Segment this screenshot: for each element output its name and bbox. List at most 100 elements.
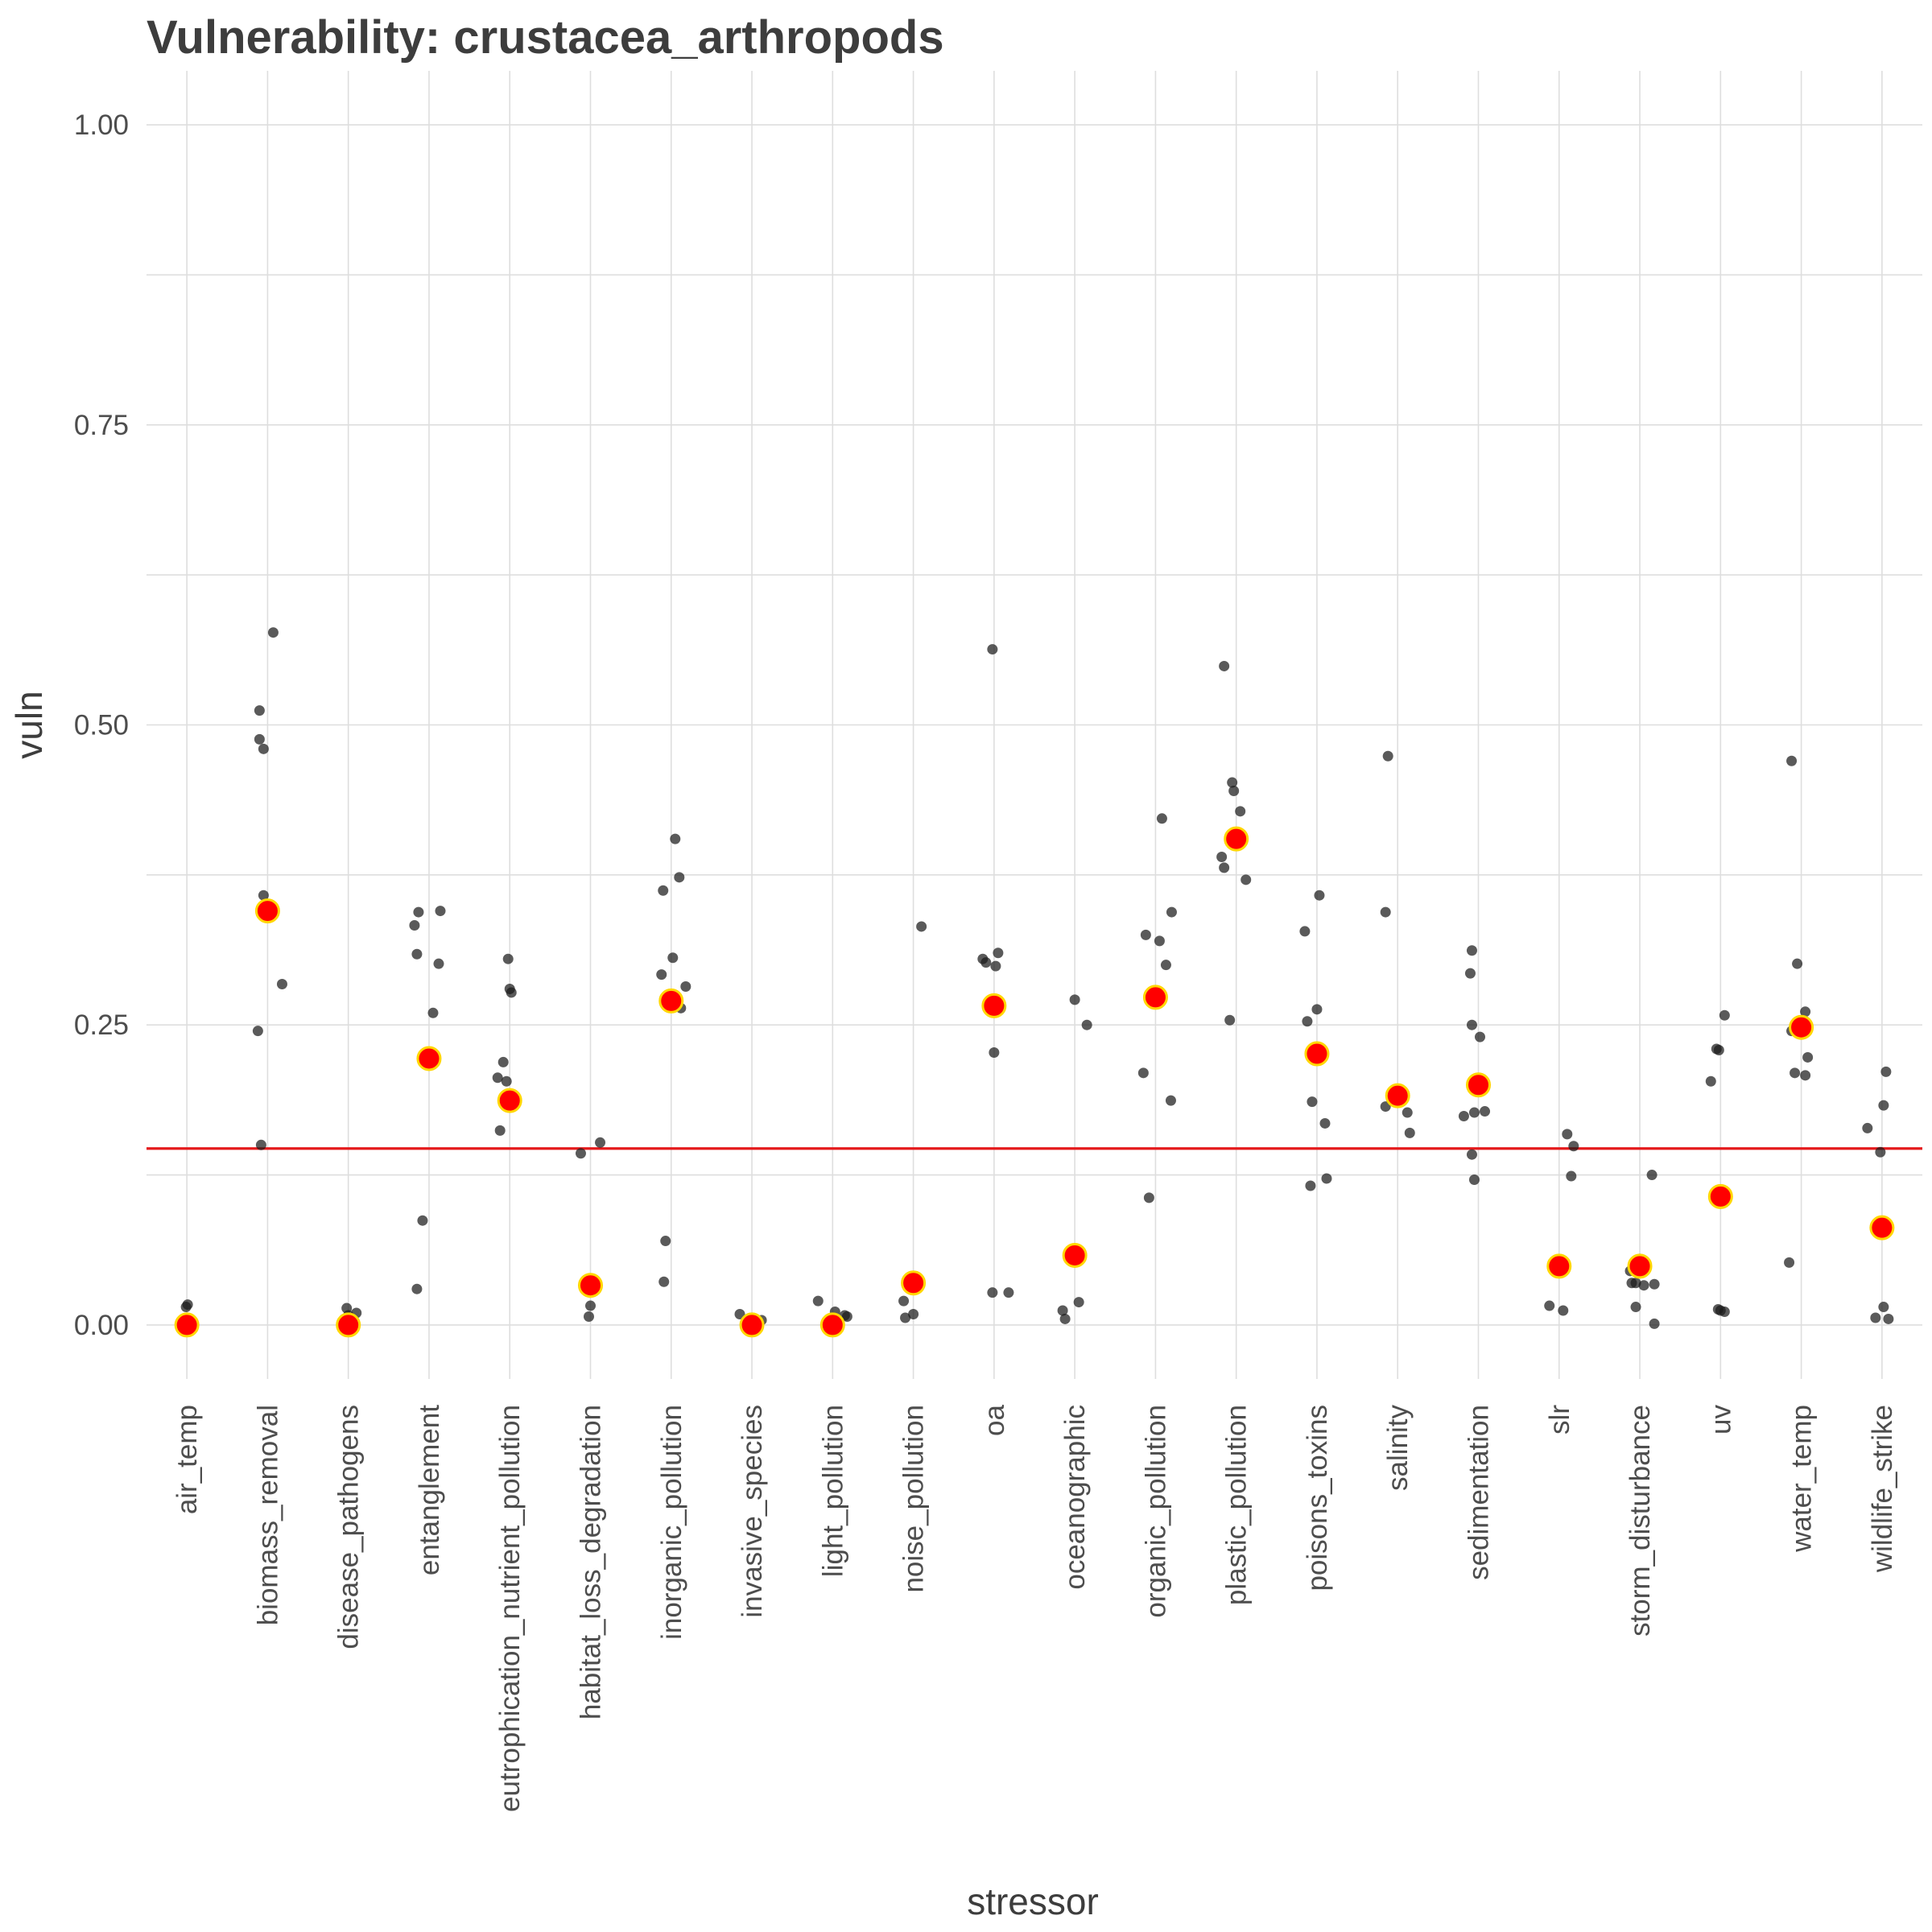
data-point [1382, 750, 1393, 762]
data-point [1468, 1107, 1480, 1118]
mean-point [497, 1088, 522, 1113]
mean-point [1385, 1083, 1410, 1108]
mean-point [416, 1046, 442, 1071]
data-point [1160, 960, 1171, 971]
points-layer [180, 627, 1894, 1331]
data-point [252, 1026, 263, 1037]
data-point [1870, 1312, 1881, 1323]
data-point [1307, 1096, 1318, 1108]
data-point [1880, 1066, 1892, 1077]
data-point [435, 906, 446, 917]
data-point [1800, 1006, 1811, 1018]
data-point [575, 1148, 586, 1159]
mean-point [739, 1312, 765, 1338]
data-point [1883, 1313, 1894, 1324]
data-point [1137, 1067, 1149, 1079]
data-point [1566, 1170, 1577, 1182]
x-tick-label: uv [1705, 1405, 1736, 1435]
data-point [1140, 929, 1151, 940]
x-axis-title: stressor [967, 1880, 1099, 1922]
x-tick-label: inorganic_pollution [656, 1405, 687, 1640]
mean-point [981, 993, 1007, 1018]
data-point [1792, 958, 1803, 969]
data-point [980, 957, 992, 968]
data-point [1165, 1095, 1176, 1106]
data-point [1480, 1106, 1491, 1117]
data-point [1305, 1180, 1316, 1191]
x-tick-label: sedimentation [1463, 1405, 1495, 1580]
mean-point [1546, 1253, 1572, 1279]
mean-point [336, 1312, 361, 1338]
data-point [898, 1295, 910, 1307]
data-point [1059, 1313, 1071, 1324]
data-point [660, 1236, 671, 1247]
data-point [1786, 755, 1798, 766]
data-point [583, 1311, 594, 1322]
data-point [1241, 874, 1252, 886]
data-point [987, 644, 998, 655]
data-point [1458, 1111, 1469, 1122]
data-point [1143, 1192, 1154, 1203]
mean-point [254, 898, 280, 924]
mean-point [174, 1312, 200, 1338]
means-layer [174, 826, 1895, 1338]
data-point [1802, 1051, 1814, 1063]
y-axis-ticks: 0.00 0.25 0.50 0.75 1.00 [74, 109, 129, 1341]
data-point [1558, 1305, 1569, 1316]
mean-point [1869, 1215, 1895, 1241]
x-tick-label: water_temp [1786, 1405, 1818, 1553]
data-point [1299, 926, 1311, 937]
x-axis-ticks: air_temp biomass_removal disease_pathogens… [171, 1404, 1898, 1811]
data-point [1219, 660, 1230, 671]
data-point [411, 948, 423, 960]
data-point [1784, 1257, 1795, 1268]
y-axis-title: vuln [8, 691, 50, 758]
x-tick-label: habitat_loss_degradation [576, 1405, 607, 1719]
data-point [254, 705, 265, 716]
data-point [1235, 806, 1246, 817]
data-point [585, 1300, 596, 1311]
data-point [258, 890, 269, 901]
data-point [276, 979, 287, 990]
data-point [1630, 1278, 1641, 1289]
data-point [674, 872, 685, 883]
data-point [1466, 1149, 1477, 1160]
data-point [1321, 1173, 1332, 1184]
data-point [1630, 1302, 1641, 1313]
data-point [1057, 1305, 1068, 1316]
data-point [1800, 1070, 1811, 1081]
data-point [1154, 935, 1165, 947]
data-point [900, 1312, 911, 1323]
data-point [417, 1215, 428, 1226]
data-point [658, 885, 669, 896]
mean-point [901, 1270, 927, 1296]
data-point [492, 1072, 503, 1084]
data-point [1314, 890, 1325, 901]
data-point [990, 960, 1001, 972]
data-point [1069, 994, 1080, 1005]
data-point [1156, 813, 1167, 824]
y-tick-label: 1.00 [74, 109, 129, 141]
data-point [501, 1075, 512, 1087]
data-point [411, 1283, 423, 1294]
data-point [254, 733, 265, 745]
data-point [1878, 1100, 1889, 1111]
x-tick-label: oa [979, 1404, 1010, 1435]
data-point [1380, 906, 1391, 918]
x-tick-label: noise_pollution [898, 1405, 930, 1593]
x-tick-label: plastic_pollution [1221, 1405, 1253, 1605]
data-point [667, 952, 679, 964]
y-tick-label: 0.25 [74, 1009, 129, 1041]
data-point [1302, 1016, 1313, 1027]
data-point [1719, 1009, 1730, 1021]
y-tick-label: 0.00 [74, 1310, 129, 1341]
data-point [734, 1308, 745, 1319]
data-point [1466, 945, 1477, 956]
data-point [1311, 1004, 1323, 1015]
data-point [1224, 1014, 1236, 1026]
data-point [1646, 1170, 1657, 1181]
data-point [1875, 1146, 1886, 1158]
mean-point [1224, 826, 1249, 852]
y-tick-label: 0.75 [74, 410, 129, 441]
mean-point [1707, 1183, 1733, 1209]
